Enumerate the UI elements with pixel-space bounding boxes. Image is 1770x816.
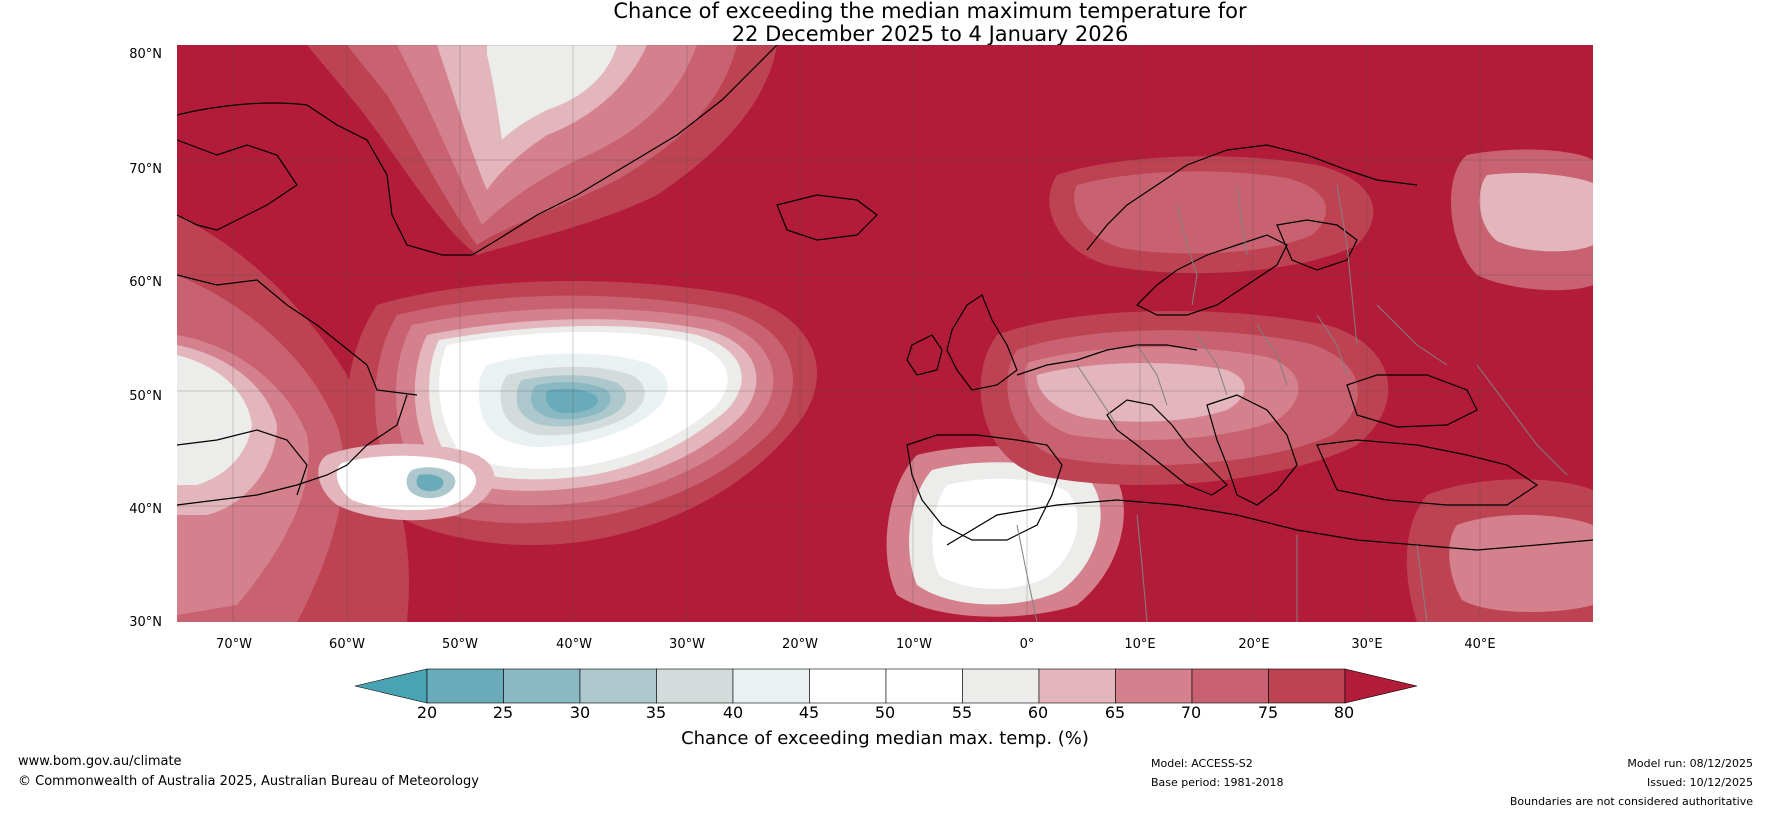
north-africa-coast — [946, 499, 1593, 551]
lat-label-50n: 50°N — [129, 389, 162, 404]
colorbar-tick-60: 60 — [1027, 703, 1049, 722]
labrador-coast — [177, 274, 418, 396]
lon-label-0: 0° — [1019, 637, 1035, 652]
colorbar-tick-40: 40 — [722, 703, 744, 722]
colorbar-bin — [962, 668, 1040, 704]
lon-label-20e: 20°E — [1238, 637, 1270, 652]
map-title-line-2: 22 December 2025 to 4 January 2026 — [731, 22, 1129, 46]
greenland-coast — [177, 45, 778, 256]
atlantic-25-area — [545, 388, 598, 414]
probability-map — [177, 45, 1593, 622]
canada-arctic-coast — [177, 139, 298, 231]
colorbar-tick-25: 25 — [492, 703, 514, 722]
central-europe-60-area — [1036, 363, 1245, 422]
lat-label-60n: 60°N — [129, 275, 162, 290]
colorbar-tick-75: 75 — [1257, 703, 1279, 722]
model-run-text: Model run: 08/12/2025 — [1627, 757, 1753, 770]
black-sea-coast — [1346, 374, 1478, 428]
colorbar-bin — [656, 668, 734, 704]
colorbar-bin — [885, 668, 963, 704]
colorbar-tick-65: 65 — [1104, 703, 1126, 722]
map-title-line-1: Chance of exceeding the median maximum t… — [613, 0, 1247, 23]
issued-text: Issued: 10/12/2025 — [1646, 776, 1753, 789]
lon-label-10w: 10°W — [896, 637, 932, 652]
europe-coast — [1016, 344, 1198, 376]
greenland-55-area — [487, 45, 617, 140]
lon-label-30e: 30°E — [1351, 637, 1383, 652]
middle-east-65-area — [1449, 514, 1593, 612]
italy-coast — [1106, 399, 1228, 496]
lat-label-30n: 30°N — [129, 615, 162, 630]
map-canvas — [177, 45, 1593, 622]
scandinavia-70-area — [1074, 171, 1327, 254]
baltic-coast — [1135, 234, 1288, 316]
colorbar-extend-high — [1344, 668, 1418, 704]
colorbar-bin — [579, 668, 657, 704]
lon-label-20w: 20°W — [782, 637, 818, 652]
newfoundland-coast — [177, 394, 408, 506]
colorbar-bin — [1038, 668, 1116, 704]
colorbar-tick-50: 50 — [874, 703, 896, 722]
colorbar-tick-45: 45 — [798, 703, 820, 722]
colorbar-bin — [1115, 668, 1193, 704]
ireland-coast — [906, 334, 943, 376]
lon-label-30w: 30°W — [669, 637, 705, 652]
turkey-coast — [1316, 439, 1539, 506]
colorbar-tick-70: 70 — [1180, 703, 1202, 722]
iberia-50-area — [932, 478, 1078, 589]
disclaimer-text: Boundaries are not considered authoritat… — [1509, 795, 1753, 808]
coastlines — [177, 45, 1593, 551]
colorbar-bin — [732, 668, 810, 704]
colorbar-bin — [809, 668, 887, 704]
balkans-coast — [1206, 394, 1298, 506]
iceland-coast — [776, 194, 878, 241]
colorbar-bin — [503, 668, 581, 704]
colorbar-tick-20: 20 — [416, 703, 438, 722]
north-america-coast — [177, 429, 308, 496]
lon-label-70w: 70°W — [216, 637, 252, 652]
lon-label-40e: 40°E — [1464, 637, 1496, 652]
lon-label-10e: 10°E — [1124, 637, 1156, 652]
colorbar-bin — [1268, 668, 1346, 704]
azores-25-area — [416, 474, 444, 492]
iberia-coast — [906, 434, 1063, 541]
lon-label-50w: 50°W — [442, 637, 478, 652]
lon-label-40w: 40°W — [556, 637, 592, 652]
colorbar-bin — [1191, 668, 1269, 704]
website-link[interactable]: www.bom.gov.au/climate — [18, 754, 182, 769]
copyright-text: © Commonwealth of Australia 2025, Austra… — [18, 774, 479, 789]
colorbar-extend-low — [354, 668, 428, 704]
colorbar-tick-30: 30 — [569, 703, 591, 722]
colorbar-title: Chance of exceeding median max. temp. (%… — [681, 728, 1089, 749]
east-russia-60-area — [1479, 172, 1593, 252]
finland-coast — [1276, 219, 1358, 271]
colorbar-tick-55: 55 — [951, 703, 973, 722]
country-borders — [1016, 184, 1568, 622]
model-text: Model: ACCESS-S2 — [1151, 757, 1253, 770]
colorbar-tick-35: 35 — [645, 703, 667, 722]
base-period-text: Base period: 1981-2018 — [1151, 776, 1284, 789]
colorbar — [354, 668, 1418, 704]
graticule — [177, 45, 1593, 622]
lat-label-40n: 40°N — [129, 502, 162, 517]
lon-label-60w: 60°W — [329, 637, 365, 652]
norway-coast — [1086, 144, 1418, 251]
lat-label-80n: 80°N — [129, 47, 162, 62]
lat-label-70n: 70°N — [129, 162, 162, 177]
colorbar-tick-80: 80 — [1333, 703, 1355, 722]
uk-coast — [946, 294, 1018, 391]
colorbar-bin — [426, 668, 504, 704]
